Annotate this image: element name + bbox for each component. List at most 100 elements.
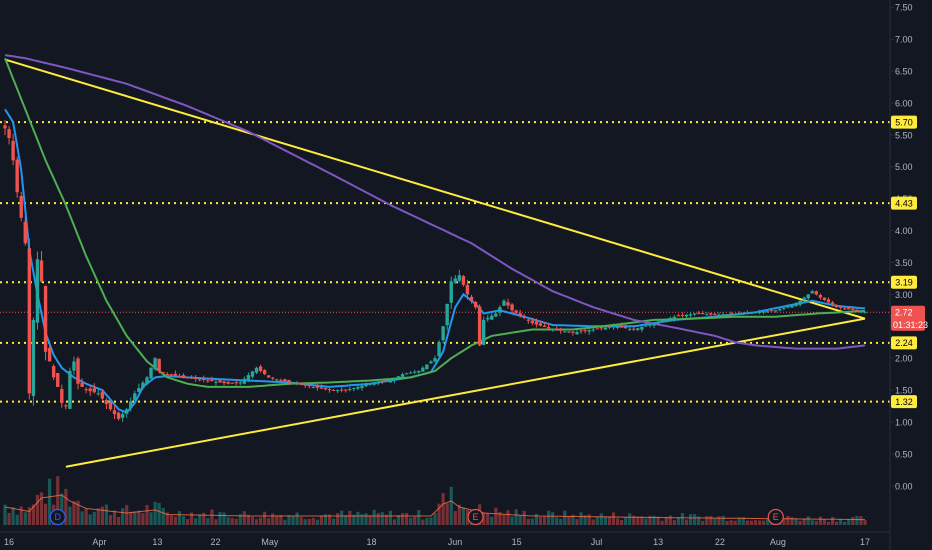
candle-body	[445, 303, 449, 326]
candle-body	[315, 385, 320, 388]
volume-bar	[668, 515, 672, 525]
volume-bar	[287, 515, 291, 525]
volume-bar	[786, 515, 790, 525]
candle-body	[327, 389, 332, 391]
volume-moving-average	[4, 494, 865, 521]
volume-bar	[644, 518, 648, 525]
event-badge-label: E	[773, 512, 779, 522]
moving-average-line-2	[4, 57, 866, 388]
descending-trendline[interactable]	[4, 58, 866, 320]
volume-bar	[331, 518, 336, 525]
candle-body	[786, 306, 790, 308]
candle-body	[291, 383, 295, 385]
volume-bar	[364, 513, 368, 525]
volume-bar	[587, 514, 591, 525]
candle-body	[157, 358, 161, 371]
candle-body	[7, 129, 11, 139]
time-tick-label: May	[261, 537, 279, 547]
candle-body	[413, 371, 417, 373]
volume-bar	[165, 512, 169, 525]
time-tick-label: Jul	[591, 537, 603, 547]
volume-bar	[433, 513, 437, 525]
event-badge-D[interactable]	[49, 508, 66, 526]
candle-body	[88, 388, 92, 392]
candle-body	[283, 379, 287, 382]
volume-bar	[356, 511, 360, 525]
candle-body	[619, 325, 624, 328]
volume-bar	[595, 516, 599, 525]
candle-body	[749, 312, 754, 314]
candle-body	[713, 313, 717, 315]
volume-bar	[632, 515, 636, 525]
event-badge-E[interactable]	[767, 508, 784, 526]
volume-bar	[295, 512, 299, 525]
price-tick-label: 7.50	[895, 3, 913, 13]
candle-body	[834, 305, 839, 308]
candle-body	[688, 314, 693, 316]
volume-bar	[717, 516, 721, 525]
volume-bar	[344, 515, 348, 525]
candle-body	[218, 380, 222, 383]
candle-body	[595, 328, 599, 330]
candle-body	[214, 381, 218, 383]
price-tick-label: 0.50	[895, 449, 913, 459]
volume-bar	[818, 516, 822, 525]
volume-bar	[761, 520, 766, 525]
volume-bar	[230, 517, 234, 525]
candle-body	[169, 374, 174, 376]
volume-bar	[104, 504, 109, 525]
volume-bar	[607, 516, 612, 525]
volume-bar	[421, 519, 425, 525]
volume-bar	[766, 519, 770, 525]
volume-bar	[688, 514, 693, 525]
volume-bar	[847, 519, 851, 525]
event-badge-E[interactable]	[467, 508, 484, 526]
level-price-badge-label: 1.32	[895, 397, 913, 407]
candle-body	[35, 259, 40, 323]
candle-body	[100, 391, 105, 399]
volume-bar	[449, 486, 453, 525]
volume-bar	[725, 521, 729, 525]
candle-body	[664, 319, 668, 321]
candle-body	[818, 295, 823, 298]
volume-bar	[376, 513, 380, 525]
volume-bar	[745, 520, 749, 525]
volume-bar	[680, 512, 685, 525]
volume-bar	[323, 514, 328, 525]
candle-body	[644, 325, 648, 327]
candle-body	[701, 313, 705, 315]
volume-bar	[575, 518, 579, 525]
volume-bar	[514, 509, 518, 525]
volume-bar	[486, 513, 490, 525]
candle-body	[250, 371, 255, 377]
volume-bar	[400, 513, 405, 525]
candle-body	[859, 311, 863, 313]
volume-bar	[453, 510, 457, 525]
candle-body	[141, 382, 145, 389]
candle-body	[230, 382, 234, 384]
candle-body	[137, 387, 141, 393]
volume-bar	[648, 515, 652, 525]
ascending-trendline[interactable]	[65, 317, 866, 468]
volume-bar	[206, 518, 210, 525]
candle-body	[567, 331, 571, 333]
volume-bar	[161, 507, 165, 525]
candle-body	[299, 382, 303, 385]
volume-bar	[490, 516, 494, 525]
volume-bar	[372, 509, 376, 525]
volume-bar	[620, 520, 624, 525]
candle-body	[554, 328, 559, 331]
volume-bar	[425, 517, 429, 525]
volume-bar	[551, 512, 555, 525]
volume-bar	[116, 516, 121, 525]
candle-body	[725, 314, 729, 316]
time-axis[interactable]: 16 Apr 13 22 May 18 Jun 15 Jul 13 22 Aug 17	[0, 531, 890, 547]
volume-bar	[465, 509, 470, 525]
candle-body	[778, 309, 782, 311]
candle-body	[546, 327, 551, 329]
volume-bar	[839, 518, 843, 525]
candle-body	[761, 311, 766, 313]
trendlines[interactable]	[4, 58, 866, 468]
